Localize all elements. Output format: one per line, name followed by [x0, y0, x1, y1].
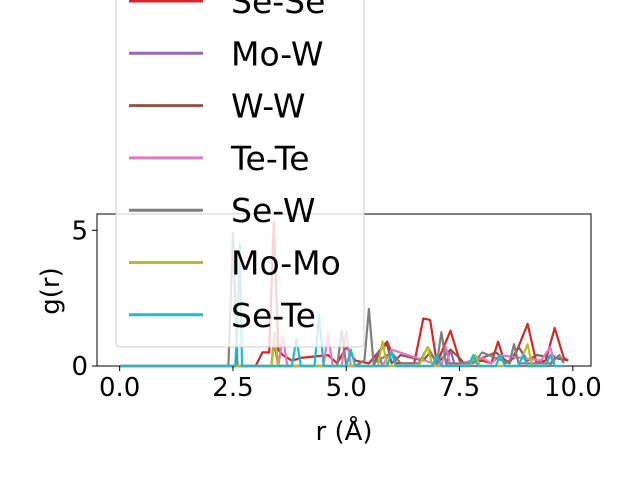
x-tick-label: 10.0: [544, 373, 602, 403]
legend-label: Te-Te: [230, 139, 310, 178]
series-line-se-te: [119, 242, 564, 368]
x-tick-label: 5.0: [326, 373, 367, 403]
legend-label: W-W: [231, 87, 306, 126]
y-tick-label: 5: [71, 216, 88, 246]
x-tick-label: 0.0: [99, 373, 140, 403]
x-axis-label: r (Å): [315, 415, 372, 447]
legend-label: Mo-W: [231, 34, 323, 73]
y-tick-label: 0: [71, 352, 88, 382]
x-tick-label: 2.5: [212, 373, 253, 403]
legend-label: Se-Te: [231, 296, 316, 335]
legend-items: Se-Se Mo-W W-W Te-Te Se-W Mo-Mo Se-Te: [129, 0, 341, 335]
legend-label: Mo-Mo: [231, 244, 341, 283]
y-axis-ticks: 05: [71, 216, 97, 382]
legend: Se-Se Mo-W W-W Te-Te Se-W Mo-Mo Se-Te: [115, 0, 365, 348]
x-axis-ticks: 0.0 2.5 5.0 7.5 10.0: [99, 366, 602, 403]
y-axis-label: g(r): [36, 267, 66, 314]
legend-label: Se-W: [231, 191, 315, 230]
legend-box: [115, 0, 365, 348]
series-line-mo-mo: [119, 335, 534, 368]
legend-label: Se-Se: [231, 0, 325, 21]
x-tick-label: 7.5: [439, 373, 480, 403]
series-line-se-w: [119, 231, 565, 368]
